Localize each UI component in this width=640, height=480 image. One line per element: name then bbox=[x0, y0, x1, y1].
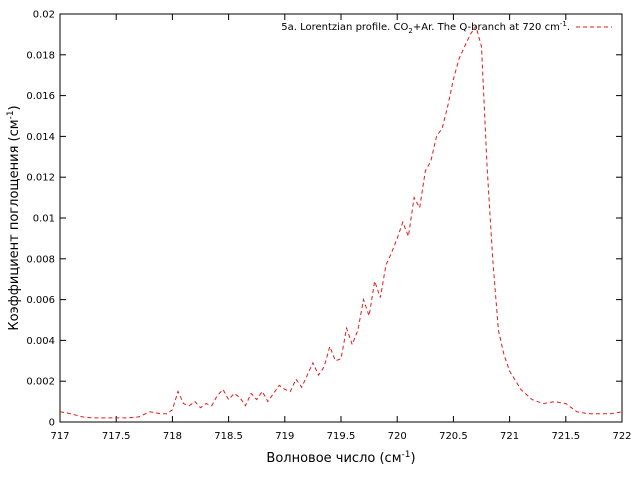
x-tick-label: 720 bbox=[388, 431, 407, 442]
x-tick-label: 719.5 bbox=[327, 431, 356, 442]
legend: 5a. Lorentzian profile. CO2+Ar. The Q-br… bbox=[281, 20, 612, 35]
x-tick-label: 718.5 bbox=[214, 431, 243, 442]
y-tick-label: 0.004 bbox=[26, 336, 55, 347]
y-axis: 0 0.002 0.004 0.006 0.008 0.01 0.012 0.014 0.016… bbox=[26, 10, 622, 429]
x-axis-label: Волновое число (см-1) bbox=[266, 450, 415, 466]
x-tick-label: 719 bbox=[275, 431, 294, 442]
x-tick-label: 717.5 bbox=[102, 431, 131, 442]
x-axis-label-tail: ) bbox=[410, 451, 415, 466]
series-layer bbox=[59, 25, 623, 419]
legend-label-part2: +Ar. The Q-branch at 720 cm bbox=[413, 22, 560, 33]
legend-label-part1: 5a. Lorentzian profile. CO bbox=[281, 22, 408, 33]
x-tick-label: 717 bbox=[50, 431, 69, 442]
x-tick-label: 718 bbox=[163, 431, 182, 442]
y-tick-label: 0.014 bbox=[26, 132, 55, 143]
y-tick-label: 0.006 bbox=[26, 295, 55, 306]
x-axis: 717 717.5 718 718.5 719 719.5 720 720.5 721 721.5… bbox=[50, 14, 632, 442]
y-tick-label: 0.01 bbox=[33, 214, 55, 225]
x-axis-label-base: Волновое число (см bbox=[266, 451, 401, 466]
x-tick-label: 721.5 bbox=[551, 431, 580, 442]
x-tick-label: 722 bbox=[612, 431, 631, 442]
legend-label-sup: -1 bbox=[560, 20, 567, 28]
y-axis-label: Коэффициент поглощения (см-1) bbox=[6, 105, 22, 330]
y-tick-label: 0.008 bbox=[26, 254, 55, 265]
plot-frame bbox=[59, 13, 623, 423]
legend-label-part3: . bbox=[567, 22, 570, 33]
series-line-0 bbox=[59, 25, 623, 419]
x-tick-label: 721 bbox=[500, 431, 519, 442]
legend-label: 5a. Lorentzian profile. CO2+Ar. The Q-br… bbox=[281, 20, 570, 35]
y-tick-label: 0.012 bbox=[26, 173, 55, 184]
y-axis-label-base: Коэффициент поглощения (см bbox=[7, 119, 22, 330]
y-tick-label: 0.002 bbox=[26, 377, 55, 388]
x-tick-label: 720.5 bbox=[439, 431, 468, 442]
legend-label-sub: 2 bbox=[408, 27, 412, 35]
y-tick-label: 0 bbox=[49, 418, 55, 429]
y-tick-label: 0.016 bbox=[26, 91, 55, 102]
y-tick-label: 0.02 bbox=[33, 10, 55, 21]
y-axis-label-tail: ) bbox=[7, 105, 22, 110]
y-tick-label: 0.018 bbox=[26, 50, 55, 61]
x-axis-label-sup: -1 bbox=[402, 450, 411, 460]
y-axis-label-sup: -1 bbox=[6, 110, 16, 119]
